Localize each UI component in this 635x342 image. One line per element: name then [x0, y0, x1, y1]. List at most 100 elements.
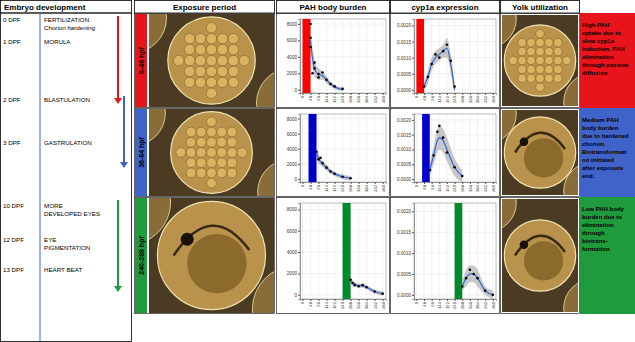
- y-axis: 0.00000.00050.00100.00150.0020: [397, 20, 415, 94]
- data-point: [325, 166, 328, 169]
- x-tick: 144: [324, 299, 329, 309]
- tick-mark: [319, 182, 320, 184]
- photo-droplet: [206, 44, 216, 54]
- y-axis: 0.00000.00050.00100.00150.0020: [397, 115, 415, 183]
- plot-area: [455, 203, 495, 299]
- tick-label: 192: [445, 301, 450, 309]
- tick-mark: [298, 179, 300, 180]
- tick-mark: [416, 299, 417, 301]
- photo-droplet: [527, 74, 536, 83]
- summary-cell: [580, 13, 635, 108]
- photo-droplet: [509, 56, 518, 65]
- tick-label: 0: [294, 177, 297, 182]
- tick-label: 240: [452, 301, 457, 309]
- tick-mark: [470, 299, 471, 301]
- data-point: [321, 71, 324, 74]
- tick-mark: [470, 93, 471, 95]
- axis-line: [412, 115, 415, 183]
- x-tick: 432: [372, 93, 377, 103]
- summary-cell: [580, 197, 635, 314]
- plot-area: [422, 114, 463, 182]
- chart: 0200040006000800004896144192240288336384…: [287, 203, 387, 309]
- photo-droplet: [536, 29, 545, 38]
- data-point: [434, 53, 437, 56]
- data-point: [373, 290, 376, 293]
- x-tick: 48: [422, 299, 427, 307]
- summary-text: end.: [582, 173, 595, 179]
- x-tick: 336: [356, 182, 361, 192]
- photo-neighbour: [564, 279, 578, 312]
- figure: Embryo developmentExposure periodPAH bod…: [0, 0, 635, 342]
- tick-mark: [298, 295, 300, 296]
- photo-yolk: [524, 138, 563, 177]
- cell-frame: [135, 109, 275, 197]
- x-tick: 432: [483, 182, 488, 192]
- confidence-band: [462, 266, 493, 299]
- photo-droplet: [227, 158, 237, 168]
- photo-eye: [181, 233, 194, 246]
- tick-mark: [319, 93, 320, 95]
- data-point: [325, 79, 328, 82]
- grid-line: [431, 19, 432, 93]
- plot-frame: [300, 19, 386, 93]
- x-tick: 144: [437, 299, 442, 309]
- header-cell: [391, 1, 500, 14]
- y-tick: 0.0010: [397, 147, 414, 152]
- data-point: [476, 277, 479, 280]
- tick-mark: [311, 182, 312, 184]
- tick-mark: [412, 253, 414, 254]
- photo-droplet: [527, 47, 536, 56]
- chart: 0.00000.00050.00100.00150.00200489614419…: [397, 114, 497, 192]
- data-point: [469, 268, 472, 271]
- tick-mark: [303, 93, 304, 95]
- photo-droplet: [184, 55, 194, 65]
- tick-label: 0.0000: [397, 293, 411, 298]
- tick-mark: [298, 40, 300, 41]
- plot-area: [309, 114, 352, 182]
- x-tick: 384: [475, 299, 480, 309]
- fit-line: [351, 281, 383, 294]
- grid-line: [485, 19, 486, 93]
- x-tick: 144: [324, 93, 329, 103]
- data-point: [465, 277, 468, 280]
- tick-label: 48: [308, 184, 313, 189]
- tick-mark: [335, 182, 336, 184]
- summary-text: biotrans-: [582, 238, 608, 244]
- tick-label: 288: [348, 95, 353, 103]
- tick-mark: [493, 182, 494, 184]
- photo-droplet: [545, 65, 554, 74]
- photo-egg: [504, 25, 575, 96]
- grid-line: [302, 203, 303, 299]
- photo: [502, 15, 578, 106]
- fit-line: [311, 40, 343, 89]
- summary-text: diffusion: [582, 70, 608, 76]
- y-tick: 2000: [287, 162, 300, 167]
- photo-droplet: [518, 65, 527, 74]
- x-tick: 192: [332, 182, 337, 192]
- photo-droplet: [217, 127, 227, 137]
- summary-text: High PAH: [582, 22, 609, 28]
- grid-line: [342, 114, 343, 182]
- data-point: [381, 292, 384, 295]
- tick-label: 48: [422, 301, 427, 306]
- arrow-head: [114, 286, 122, 292]
- y-tick: 0.0005: [397, 162, 414, 167]
- photo-neighbour: [257, 68, 274, 107]
- photo-droplet: [186, 137, 196, 147]
- photo-droplet: [527, 65, 536, 74]
- x-tick: 432: [483, 299, 488, 309]
- photo-droplet: [207, 127, 217, 137]
- photo-droplet: [176, 148, 186, 158]
- tick-mark: [447, 182, 448, 184]
- grid-line: [416, 203, 417, 299]
- photo-droplet: [184, 66, 194, 76]
- grid-line: [414, 73, 496, 74]
- chart: 0.00000.00050.00100.00150.00200489614419…: [397, 19, 497, 103]
- tick-label: 48: [422, 95, 427, 100]
- tick-label: 96: [430, 95, 435, 100]
- tick-label: 480: [381, 95, 386, 103]
- tick-label: 336: [468, 301, 473, 309]
- data-point: [309, 37, 312, 40]
- exposure-band: [416, 19, 424, 93]
- tick-mark: [439, 93, 440, 95]
